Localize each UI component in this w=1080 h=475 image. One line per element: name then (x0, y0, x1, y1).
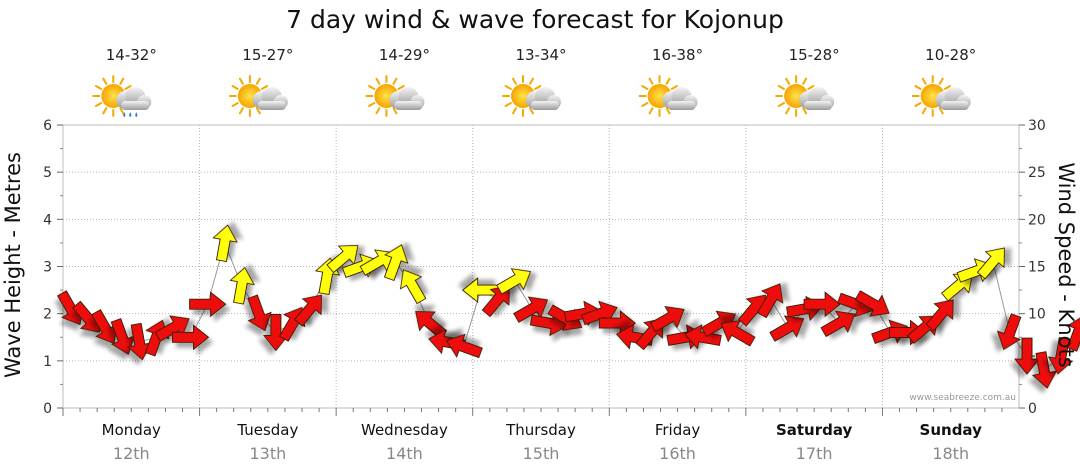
sun-cloud-rain-icon (92, 75, 152, 117)
sun-cloud-icon (365, 75, 425, 117)
credit-text: www.seabreeze.com.au (909, 393, 1016, 403)
wind-arrow (996, 313, 1022, 351)
wind-arrow (1047, 336, 1074, 375)
date-label: 15th (523, 444, 560, 463)
sun-cloud-icon (775, 75, 835, 117)
date-label: 17th (796, 444, 833, 463)
wind-arrow (803, 291, 841, 318)
wind-arrow (247, 294, 272, 332)
right-tick-label: 30 (1028, 118, 1046, 134)
sun-cloud-icon (638, 75, 698, 117)
left-tick-label: 2 (43, 307, 52, 323)
wind-arrow (415, 311, 448, 340)
wind-arrow (446, 333, 483, 359)
day-label: Tuesday (236, 421, 298, 439)
right-tick-label: 10 (1028, 307, 1046, 323)
left-tick-label: 3 (43, 260, 52, 276)
left-tick-label: 5 (43, 165, 52, 181)
wind-arrow (399, 269, 427, 305)
wind-arrow (127, 322, 153, 361)
wind-arrow (293, 294, 323, 327)
right-tick-label: 15 (1028, 260, 1046, 276)
temp-range-label: 15-27° (242, 46, 293, 64)
right-tick-label: 0 (1028, 401, 1037, 417)
day-label: Thursday (505, 421, 576, 439)
left-axis-title: Wave Height - Metres (1, 152, 25, 378)
date-label: 13th (249, 444, 286, 463)
date-label: 12th (113, 444, 150, 463)
left-tick-label: 4 (43, 212, 52, 228)
wind-arrow (189, 291, 227, 318)
day-label: Wednesday (361, 421, 448, 439)
temp-range-label: 13-34° (515, 46, 566, 64)
temp-range-label: 15-28° (789, 46, 840, 64)
wind-arrow (684, 324, 722, 350)
right-tick-label: 20 (1028, 212, 1046, 228)
day-label: Saturday (776, 421, 853, 439)
wind-arrow (649, 305, 685, 333)
wind-arrow (756, 283, 784, 319)
wind-arrow (383, 244, 409, 282)
day-label: Friday (655, 421, 701, 439)
wind-arrow (976, 247, 1005, 280)
wind-arrow (110, 318, 136, 355)
temp-range-label: 14-32° (106, 46, 157, 64)
wind-arrow (820, 310, 856, 338)
day-label: Sunday (920, 421, 983, 439)
temp-range-label: 14-29° (379, 46, 430, 64)
date-label: 14th (386, 444, 423, 463)
wind-arrow (91, 309, 118, 345)
wind-arrow (154, 315, 190, 342)
temp-range-label: 16-38° (652, 46, 703, 64)
temp-range-label: 10-28° (925, 46, 976, 64)
wind-arrow (925, 299, 954, 332)
chart-title: 7 day wind & wave forecast for Kojonup (286, 5, 784, 34)
wind-arrow (1014, 337, 1040, 375)
wind-arrow (1066, 314, 1080, 352)
wind-arrow (854, 290, 890, 317)
date-label: 16th (659, 444, 696, 463)
wind-arrow (461, 277, 500, 304)
sun-cloud-icon (911, 75, 971, 117)
right-axis-title: Wind Speed - Knots (1054, 162, 1078, 367)
wind-arrow (212, 224, 238, 263)
left-tick-label: 0 (43, 401, 52, 417)
wind-arrow (1031, 351, 1058, 389)
wind-arrow (496, 268, 532, 295)
wind-arrow (229, 266, 255, 305)
wind-arrow (326, 245, 359, 274)
right-tick-label: 25 (1028, 165, 1046, 181)
date-label: 18th (932, 444, 969, 463)
left-tick-label: 1 (43, 354, 52, 370)
wind-arrow (172, 324, 210, 351)
wind-arrow (769, 315, 805, 342)
wind-arrow (720, 320, 756, 347)
wind-arrow (513, 296, 549, 323)
left-tick-label: 6 (43, 118, 52, 134)
sun-cloud-icon (228, 75, 288, 117)
day-label: Monday (102, 421, 161, 439)
sun-cloud-icon (502, 75, 561, 117)
